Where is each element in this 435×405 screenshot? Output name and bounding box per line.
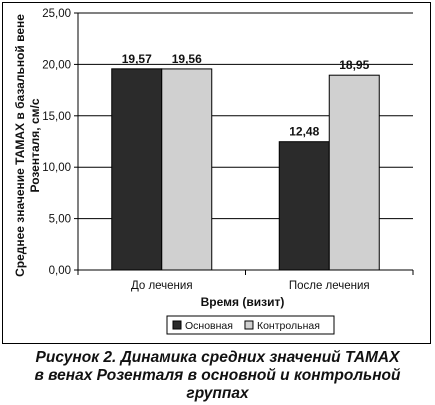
data-label: 18,95 — [339, 58, 369, 72]
y-tick-label: 20,00 — [42, 59, 71, 71]
y-axis-title-line: Розенталя, см/с — [28, 98, 42, 192]
bar-chart: 0,00 5,00 10,00 15,00 20,00 25,00 19,57 19,56 До… — [13, 8, 414, 335]
y-axis-title-line: Среднее значение ТАМАХ в базальной вене — [13, 14, 27, 277]
y-axis-title: Среднее значение ТАМАХ в базальной вене Р… — [13, 14, 42, 277]
data-label: 19,57 — [122, 52, 152, 66]
x-axis-title: Время (визит) — [201, 295, 285, 309]
y-tick-label: 0,00 — [49, 265, 71, 277]
y-tick-label: 5,00 — [49, 214, 71, 226]
caption-line-2: в венах Розенталя в основной и контрольн… — [34, 367, 401, 384]
bar-control — [328, 74, 380, 271]
legend-label: Основная — [185, 320, 233, 332]
y-tick-label: 15,00 — [42, 111, 71, 123]
bar-main — [278, 141, 330, 271]
legend-swatch — [172, 320, 182, 330]
figure-caption: Рисунок 2. Динамика средних значений ТАМ… — [0, 349, 435, 403]
caption-line-1: Рисунок 2. Динамика средних значений ТАМ… — [35, 349, 400, 366]
bar-main — [111, 68, 163, 271]
caption-line-3: группах — [186, 385, 249, 402]
chart-frame — [2, 2, 431, 344]
legend-label: Контрольная — [257, 320, 320, 332]
x-category-label: До лечения — [131, 280, 193, 292]
data-label: 19,56 — [172, 52, 202, 66]
x-category-label: После лечения — [289, 280, 370, 292]
legend-swatch — [244, 320, 254, 330]
bar-control — [161, 68, 213, 271]
y-tick-label: 25,00 — [42, 8, 71, 20]
y-tick-label: 10,00 — [42, 162, 71, 174]
data-label: 12,48 — [289, 125, 319, 139]
